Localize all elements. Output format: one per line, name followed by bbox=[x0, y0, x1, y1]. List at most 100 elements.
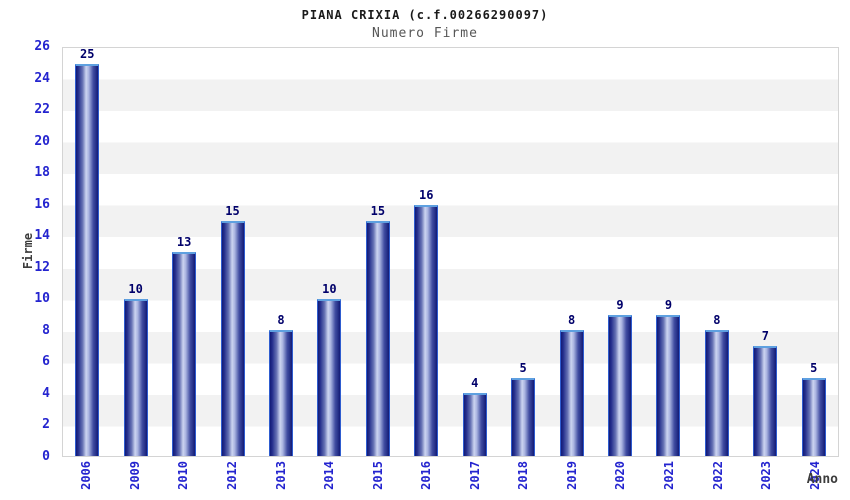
bar-value-label: 15 bbox=[370, 203, 386, 218]
bar-value-label: 8 bbox=[277, 313, 285, 328]
bar-slot: 15 bbox=[208, 48, 256, 456]
y-tick-label: 26 bbox=[34, 39, 50, 54]
bar-slot: 15 bbox=[354, 48, 402, 456]
x-tick-label: 2016 bbox=[419, 461, 434, 490]
y-tick-label: 22 bbox=[34, 102, 50, 118]
bar-slot: 13 bbox=[160, 48, 208, 456]
x-tick-label: 2017 bbox=[467, 461, 482, 490]
bar-slot: 10 bbox=[305, 48, 353, 456]
bars-layer: 25 10 13 15 8 10 15 16 4 5 8 9 9 8 7 5 bbox=[63, 48, 838, 456]
x-slot: 2023 bbox=[742, 461, 791, 499]
bar bbox=[220, 220, 245, 456]
x-tick-label: 2014 bbox=[322, 461, 337, 490]
x-slot: 2016 bbox=[402, 461, 451, 499]
bar-slot: 9 bbox=[596, 48, 644, 456]
x-tick-label: 2022 bbox=[710, 461, 725, 490]
bar-slot: 16 bbox=[402, 48, 450, 456]
bar-slot: 5 bbox=[499, 48, 547, 456]
y-axis-title: Firme bbox=[21, 232, 35, 270]
bar-value-label: 10 bbox=[128, 282, 143, 297]
bar-value-label: 10 bbox=[322, 282, 337, 297]
x-slot: 2012 bbox=[208, 461, 257, 499]
bar bbox=[559, 330, 584, 456]
bar-value-label: 16 bbox=[419, 187, 434, 202]
x-slot: 2010 bbox=[159, 461, 208, 499]
bar-slot: 9 bbox=[644, 48, 692, 456]
bar bbox=[801, 377, 826, 456]
bar bbox=[656, 314, 681, 456]
y-tick-label: 0 bbox=[42, 449, 50, 464]
bar-value-label: 9 bbox=[616, 297, 624, 312]
bar bbox=[75, 63, 100, 456]
plot-area: 25 10 13 15 8 10 15 16 4 5 8 9 9 8 7 5 bbox=[62, 47, 839, 457]
y-tick-label: 24 bbox=[34, 70, 50, 86]
bar bbox=[608, 314, 633, 456]
y-axis: 0 2 4 6 8 10 12 14 16 18 20 22 24 26 bbox=[0, 40, 56, 464]
bar bbox=[317, 299, 342, 456]
x-slot: 2020 bbox=[596, 461, 645, 499]
x-axis-title: Anno bbox=[806, 472, 838, 487]
x-tick-label: 2010 bbox=[176, 461, 191, 490]
y-tick-label: 4 bbox=[42, 385, 50, 401]
bar-slot: 10 bbox=[111, 48, 159, 456]
x-tick-label: 2015 bbox=[370, 461, 385, 490]
bar-value-label: 13 bbox=[176, 235, 192, 249]
bar-slot: 5 bbox=[790, 48, 838, 456]
bar-value-label: 8 bbox=[567, 313, 576, 328]
bar-slot: 8 bbox=[547, 48, 595, 456]
bar-value-label: 15 bbox=[225, 203, 240, 218]
bar bbox=[365, 220, 390, 456]
bar-value-label: 25 bbox=[79, 46, 95, 61]
y-tick-label: 10 bbox=[34, 291, 50, 307]
x-tick-label: 2013 bbox=[273, 461, 288, 490]
bar-value-label: 8 bbox=[713, 313, 721, 328]
y-tick-label: 2 bbox=[42, 417, 50, 433]
chart-title: PIANA CRIXIA (c.f.00266290097) bbox=[301, 8, 549, 22]
x-tick-label: 2023 bbox=[759, 461, 774, 490]
x-slot: 2019 bbox=[548, 461, 597, 499]
y-tick-label: 20 bbox=[34, 133, 50, 149]
x-tick-label: 2006 bbox=[79, 461, 94, 490]
bar-slot: 8 bbox=[693, 48, 741, 456]
x-slot: 2014 bbox=[305, 461, 354, 499]
bar-slot: 4 bbox=[451, 48, 499, 456]
x-tick-label: 2019 bbox=[564, 461, 579, 490]
chart-subtitle: Numero Firme bbox=[372, 26, 478, 41]
y-tick-label: 16 bbox=[34, 196, 50, 212]
bar bbox=[123, 299, 148, 456]
bar bbox=[511, 377, 536, 456]
bar-value-label: 7 bbox=[761, 329, 769, 344]
x-slot: 2018 bbox=[499, 461, 548, 499]
bar bbox=[704, 330, 729, 456]
y-tick-label: 12 bbox=[34, 259, 50, 275]
x-slot: 2009 bbox=[111, 461, 160, 499]
bar bbox=[172, 252, 197, 456]
x-slot: 2015 bbox=[353, 461, 402, 499]
x-slot: 2006 bbox=[62, 461, 111, 499]
bar bbox=[414, 204, 439, 456]
bar bbox=[462, 393, 487, 456]
bar-slot: 8 bbox=[257, 48, 305, 456]
bar-slot: 7 bbox=[741, 48, 789, 456]
x-slot: 2021 bbox=[645, 461, 694, 499]
bar bbox=[268, 330, 293, 456]
bar-value-label: 5 bbox=[810, 360, 818, 375]
x-slot: 2022 bbox=[693, 461, 742, 499]
x-tick-label: 2012 bbox=[224, 461, 239, 490]
x-tick-label: 2009 bbox=[127, 461, 142, 490]
y-tick-label: 14 bbox=[34, 228, 50, 244]
y-tick-label: 18 bbox=[34, 165, 50, 181]
x-tick-label: 2018 bbox=[516, 461, 531, 490]
bar-slot: 25 bbox=[63, 48, 111, 456]
bar bbox=[753, 346, 778, 456]
y-tick-label: 8 bbox=[42, 322, 50, 338]
bar-value-label: 4 bbox=[471, 376, 479, 391]
x-axis: 2006 2009 2010 2012 2013 2014 2015 2016 2017 2018… bbox=[62, 461, 839, 499]
x-slot: 2017 bbox=[451, 461, 500, 499]
bar-value-label: 5 bbox=[519, 360, 527, 375]
x-slot: 2013 bbox=[256, 461, 305, 499]
bar-value-label: 9 bbox=[664, 297, 673, 312]
y-tick-label: 6 bbox=[42, 354, 50, 370]
x-tick-label: 2021 bbox=[662, 461, 677, 490]
